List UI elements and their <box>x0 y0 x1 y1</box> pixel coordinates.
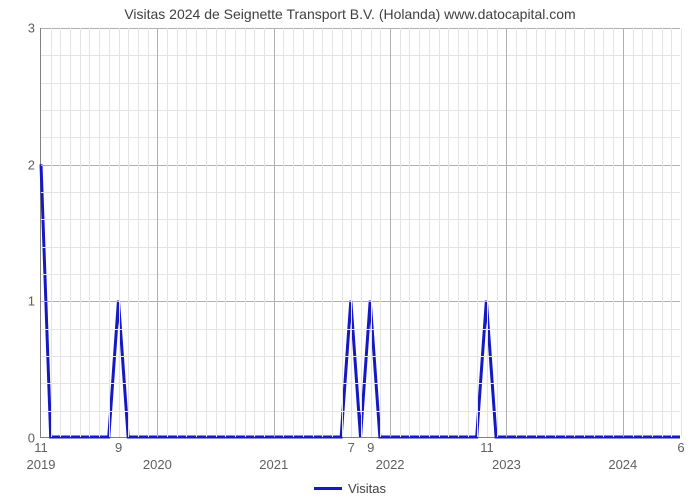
gridline-x-minor <box>487 28 488 437</box>
gridline-x-minor <box>468 28 469 437</box>
chart-title: Visitas 2024 de Seignette Transport B.V.… <box>0 6 700 22</box>
gridline-x-minor <box>671 28 672 437</box>
legend-label: Visitas <box>348 481 386 496</box>
gridline-x-minor <box>662 28 663 437</box>
y-tick-label: 2 <box>28 157 35 172</box>
gridline-x-minor <box>439 28 440 437</box>
peak-label: 11 <box>480 440 494 455</box>
gridline-x-minor <box>633 28 634 437</box>
gridline-x-minor <box>167 28 168 437</box>
gridline-x-minor <box>128 28 129 437</box>
gridline-x-minor <box>361 28 362 437</box>
gridline-x-minor <box>545 28 546 437</box>
gridline-x-minor <box>642 28 643 437</box>
gridline-x-minor <box>419 28 420 437</box>
peak-label: 7 <box>348 440 355 455</box>
peak-label: 6 <box>677 440 684 455</box>
gridline-x-minor <box>138 28 139 437</box>
gridline-x-minor <box>196 28 197 437</box>
gridline-x-minor <box>313 28 314 437</box>
gridline-x-minor <box>186 28 187 437</box>
gridline-x-minor <box>574 28 575 437</box>
x-tick-label: 2024 <box>608 457 637 472</box>
peak-label: 9 <box>367 440 374 455</box>
gridline-x-major <box>157 28 158 437</box>
gridline-x-minor <box>283 28 284 437</box>
gridline-x-minor <box>225 28 226 437</box>
gridline-x-minor <box>448 28 449 437</box>
gridline-x-minor <box>177 28 178 437</box>
gridline-x-minor <box>516 28 517 437</box>
chart-container: Visitas 2024 de Seignette Transport B.V.… <box>0 0 700 500</box>
gridline-x-minor <box>264 28 265 437</box>
gridline-x-minor <box>89 28 90 437</box>
gridline-x-minor <box>303 28 304 437</box>
gridline-x-minor <box>109 28 110 437</box>
gridline-x-major <box>274 28 275 437</box>
gridline-x-minor <box>409 28 410 437</box>
y-tick-label: 1 <box>28 294 35 309</box>
gridline-x-minor <box>536 28 537 437</box>
gridline-x-minor <box>526 28 527 437</box>
x-tick-label: 2020 <box>143 457 172 472</box>
gridline-x-minor <box>429 28 430 437</box>
gridline-x-minor <box>70 28 71 437</box>
gridline-x-minor <box>322 28 323 437</box>
y-tick-label: 3 <box>28 21 35 36</box>
gridline-x-minor <box>216 28 217 437</box>
x-tick-label: 2022 <box>376 457 405 472</box>
gridline-x-minor <box>245 28 246 437</box>
gridline-x-minor <box>99 28 100 437</box>
gridline-x-minor <box>371 28 372 437</box>
gridline-x-minor <box>681 28 682 437</box>
gridline-x-minor <box>51 28 52 437</box>
gridline-x-minor <box>80 28 81 437</box>
plot-area: 012320192020202120222023202411979116 <box>40 28 680 438</box>
gridline-x-minor <box>60 28 61 437</box>
gridline-x-minor <box>458 28 459 437</box>
gridline-x-minor <box>332 28 333 437</box>
gridline-x-minor <box>148 28 149 437</box>
gridline-x-major <box>390 28 391 437</box>
gridline-x-minor <box>477 28 478 437</box>
gridline-x-minor <box>293 28 294 437</box>
peak-label: 9 <box>115 440 122 455</box>
peak-label: 11 <box>34 440 48 455</box>
gridline-x-minor <box>594 28 595 437</box>
gridline-x-minor <box>400 28 401 437</box>
gridline-x-minor <box>603 28 604 437</box>
gridline-x-minor <box>206 28 207 437</box>
gridline-x-minor <box>497 28 498 437</box>
gridline-x-minor <box>119 28 120 437</box>
legend-swatch <box>314 487 342 490</box>
legend: Visitas <box>0 480 700 496</box>
x-tick-label: 2021 <box>259 457 288 472</box>
gridline-x-minor <box>613 28 614 437</box>
gridline-x-minor <box>565 28 566 437</box>
x-tick-label: 2019 <box>27 457 56 472</box>
gridline-x-major <box>506 28 507 437</box>
x-tick-label: 2023 <box>492 457 521 472</box>
gridline-x-minor <box>254 28 255 437</box>
gridline-x-minor <box>555 28 556 437</box>
gridline-x-minor <box>652 28 653 437</box>
gridline-x-minor <box>235 28 236 437</box>
gridline-x-minor <box>584 28 585 437</box>
gridline-x-minor <box>380 28 381 437</box>
gridline-x-minor <box>351 28 352 437</box>
gridline-x-major <box>623 28 624 437</box>
gridline-x-minor <box>342 28 343 437</box>
